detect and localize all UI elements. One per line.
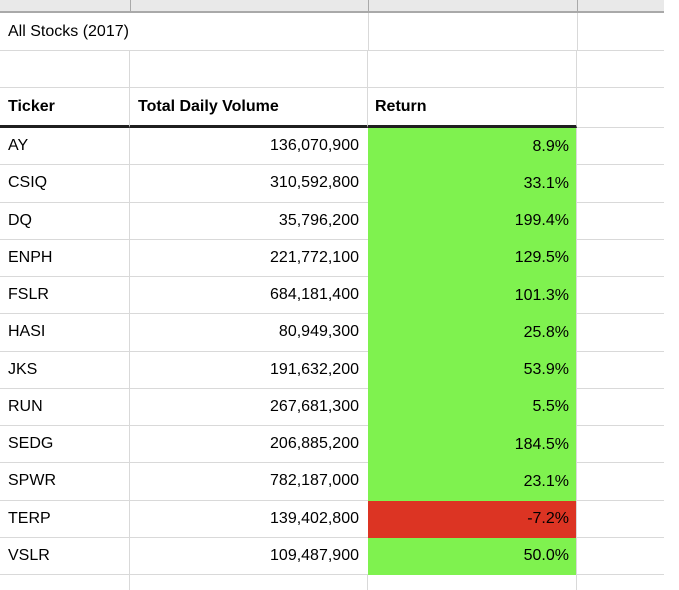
table-row: SPWR 782,187,000 23.1% xyxy=(0,463,664,501)
column-header-return[interactable]: Return xyxy=(368,88,577,128)
volume-cell[interactable]: 80,949,300 xyxy=(130,314,368,352)
volume-cell[interactable]: 206,885,200 xyxy=(130,426,368,464)
return-cell[interactable]: 23.1% xyxy=(368,463,577,501)
ticker-cell[interactable]: ENPH xyxy=(0,239,130,277)
gridline-vertical xyxy=(368,0,369,11)
table-row: CSIQ 310,592,800 33.1% xyxy=(0,165,664,203)
table-row: SEDG 206,885,200 184.5% xyxy=(0,426,664,464)
return-cell[interactable]: 184.5% xyxy=(368,426,577,464)
empty-cell[interactable] xyxy=(577,389,664,426)
table-row: RUN 267,681,300 5.5% xyxy=(0,388,664,426)
return-cell[interactable]: 33.1% xyxy=(368,165,577,203)
volume-cell[interactable]: 109,487,900 xyxy=(130,538,368,575)
empty-cell[interactable] xyxy=(577,203,664,240)
sheet-title-cell[interactable]: All Stocks (2017) xyxy=(0,13,368,51)
bottom-partial-row xyxy=(0,575,664,590)
table-row: TERP 139,402,800 -7.2% xyxy=(0,500,664,538)
empty-cell[interactable] xyxy=(577,463,664,501)
header-row: Ticker Total Daily Volume Return xyxy=(0,88,664,128)
empty-cell[interactable] xyxy=(577,128,664,166)
empty-cell[interactable] xyxy=(0,575,130,590)
return-cell[interactable]: 53.9% xyxy=(368,351,577,389)
table-row: FSLR 684,181,400 101.3% xyxy=(0,277,664,315)
empty-cell[interactable] xyxy=(577,352,664,389)
ticker-cell[interactable]: SEDG xyxy=(0,426,130,464)
empty-cell[interactable] xyxy=(577,51,664,88)
empty-cell[interactable] xyxy=(130,51,368,88)
volume-cell[interactable]: 684,181,400 xyxy=(130,277,368,315)
empty-cell[interactable] xyxy=(577,426,664,464)
empty-cell[interactable] xyxy=(577,501,664,538)
volume-cell[interactable]: 136,070,900 xyxy=(130,128,368,166)
ticker-cell[interactable]: FSLR xyxy=(0,277,130,315)
volume-cell[interactable]: 139,402,800 xyxy=(130,501,368,538)
empty-row xyxy=(0,51,664,88)
table-row: JKS 191,632,200 53.9% xyxy=(0,351,664,389)
table-row: ENPH 221,772,100 129.5% xyxy=(0,239,664,277)
column-header-volume[interactable]: Total Daily Volume xyxy=(130,88,368,128)
volume-cell[interactable]: 191,632,200 xyxy=(130,352,368,389)
empty-cell[interactable] xyxy=(577,88,664,128)
return-cell[interactable]: 129.5% xyxy=(368,239,577,277)
ticker-cell[interactable]: TERP xyxy=(0,500,130,538)
empty-cell[interactable] xyxy=(577,277,664,315)
title-row: All Stocks (2017) xyxy=(0,13,664,51)
gridline-vertical xyxy=(130,0,131,11)
empty-cell[interactable] xyxy=(577,575,664,590)
return-cell[interactable]: 101.3% xyxy=(368,277,577,315)
empty-cell[interactable] xyxy=(368,575,577,590)
volume-cell[interactable]: 221,772,100 xyxy=(130,240,368,277)
ticker-cell[interactable]: JKS xyxy=(0,351,130,389)
table-row: VSLR 109,487,900 50.0% xyxy=(0,537,664,575)
return-cell[interactable]: 50.0% xyxy=(368,537,577,575)
column-header-ticker[interactable]: Ticker xyxy=(0,88,130,128)
volume-cell[interactable]: 35,796,200 xyxy=(130,203,368,240)
return-cell[interactable]: -7.2% xyxy=(368,500,577,538)
volume-cell[interactable]: 267,681,300 xyxy=(130,389,368,426)
ticker-cell[interactable]: CSIQ xyxy=(0,165,130,203)
empty-cell[interactable] xyxy=(577,538,664,575)
volume-cell[interactable]: 310,592,800 xyxy=(130,165,368,203)
return-cell[interactable]: 5.5% xyxy=(368,388,577,426)
empty-cell[interactable] xyxy=(368,51,577,88)
empty-cell[interactable] xyxy=(577,165,664,203)
table-row: HASI 80,949,300 25.8% xyxy=(0,314,664,352)
top-partial-row xyxy=(0,0,664,13)
return-cell[interactable]: 25.8% xyxy=(368,314,577,352)
empty-cell[interactable] xyxy=(368,13,577,51)
return-cell[interactable]: 199.4% xyxy=(368,202,577,240)
ticker-cell[interactable]: HASI xyxy=(0,314,130,352)
ticker-cell[interactable]: AY xyxy=(0,128,130,166)
empty-cell[interactable] xyxy=(577,13,664,51)
gridline-vertical xyxy=(577,0,578,11)
table-body: AY 136,070,900 8.9% CSIQ 310,592,800 33.… xyxy=(0,128,664,575)
return-cell[interactable]: 8.9% xyxy=(368,128,577,166)
table-row: DQ 35,796,200 199.4% xyxy=(0,202,664,240)
empty-cell[interactable] xyxy=(0,51,130,88)
volume-cell[interactable]: 782,187,000 xyxy=(130,463,368,501)
table-row: AY 136,070,900 8.9% xyxy=(0,128,664,166)
empty-cell[interactable] xyxy=(130,575,368,590)
ticker-cell[interactable]: RUN xyxy=(0,388,130,426)
ticker-cell[interactable]: DQ xyxy=(0,202,130,240)
empty-cell[interactable] xyxy=(577,240,664,277)
empty-cell[interactable] xyxy=(577,314,664,352)
ticker-cell[interactable]: VSLR xyxy=(0,537,130,575)
ticker-cell[interactable]: SPWR xyxy=(0,463,130,501)
